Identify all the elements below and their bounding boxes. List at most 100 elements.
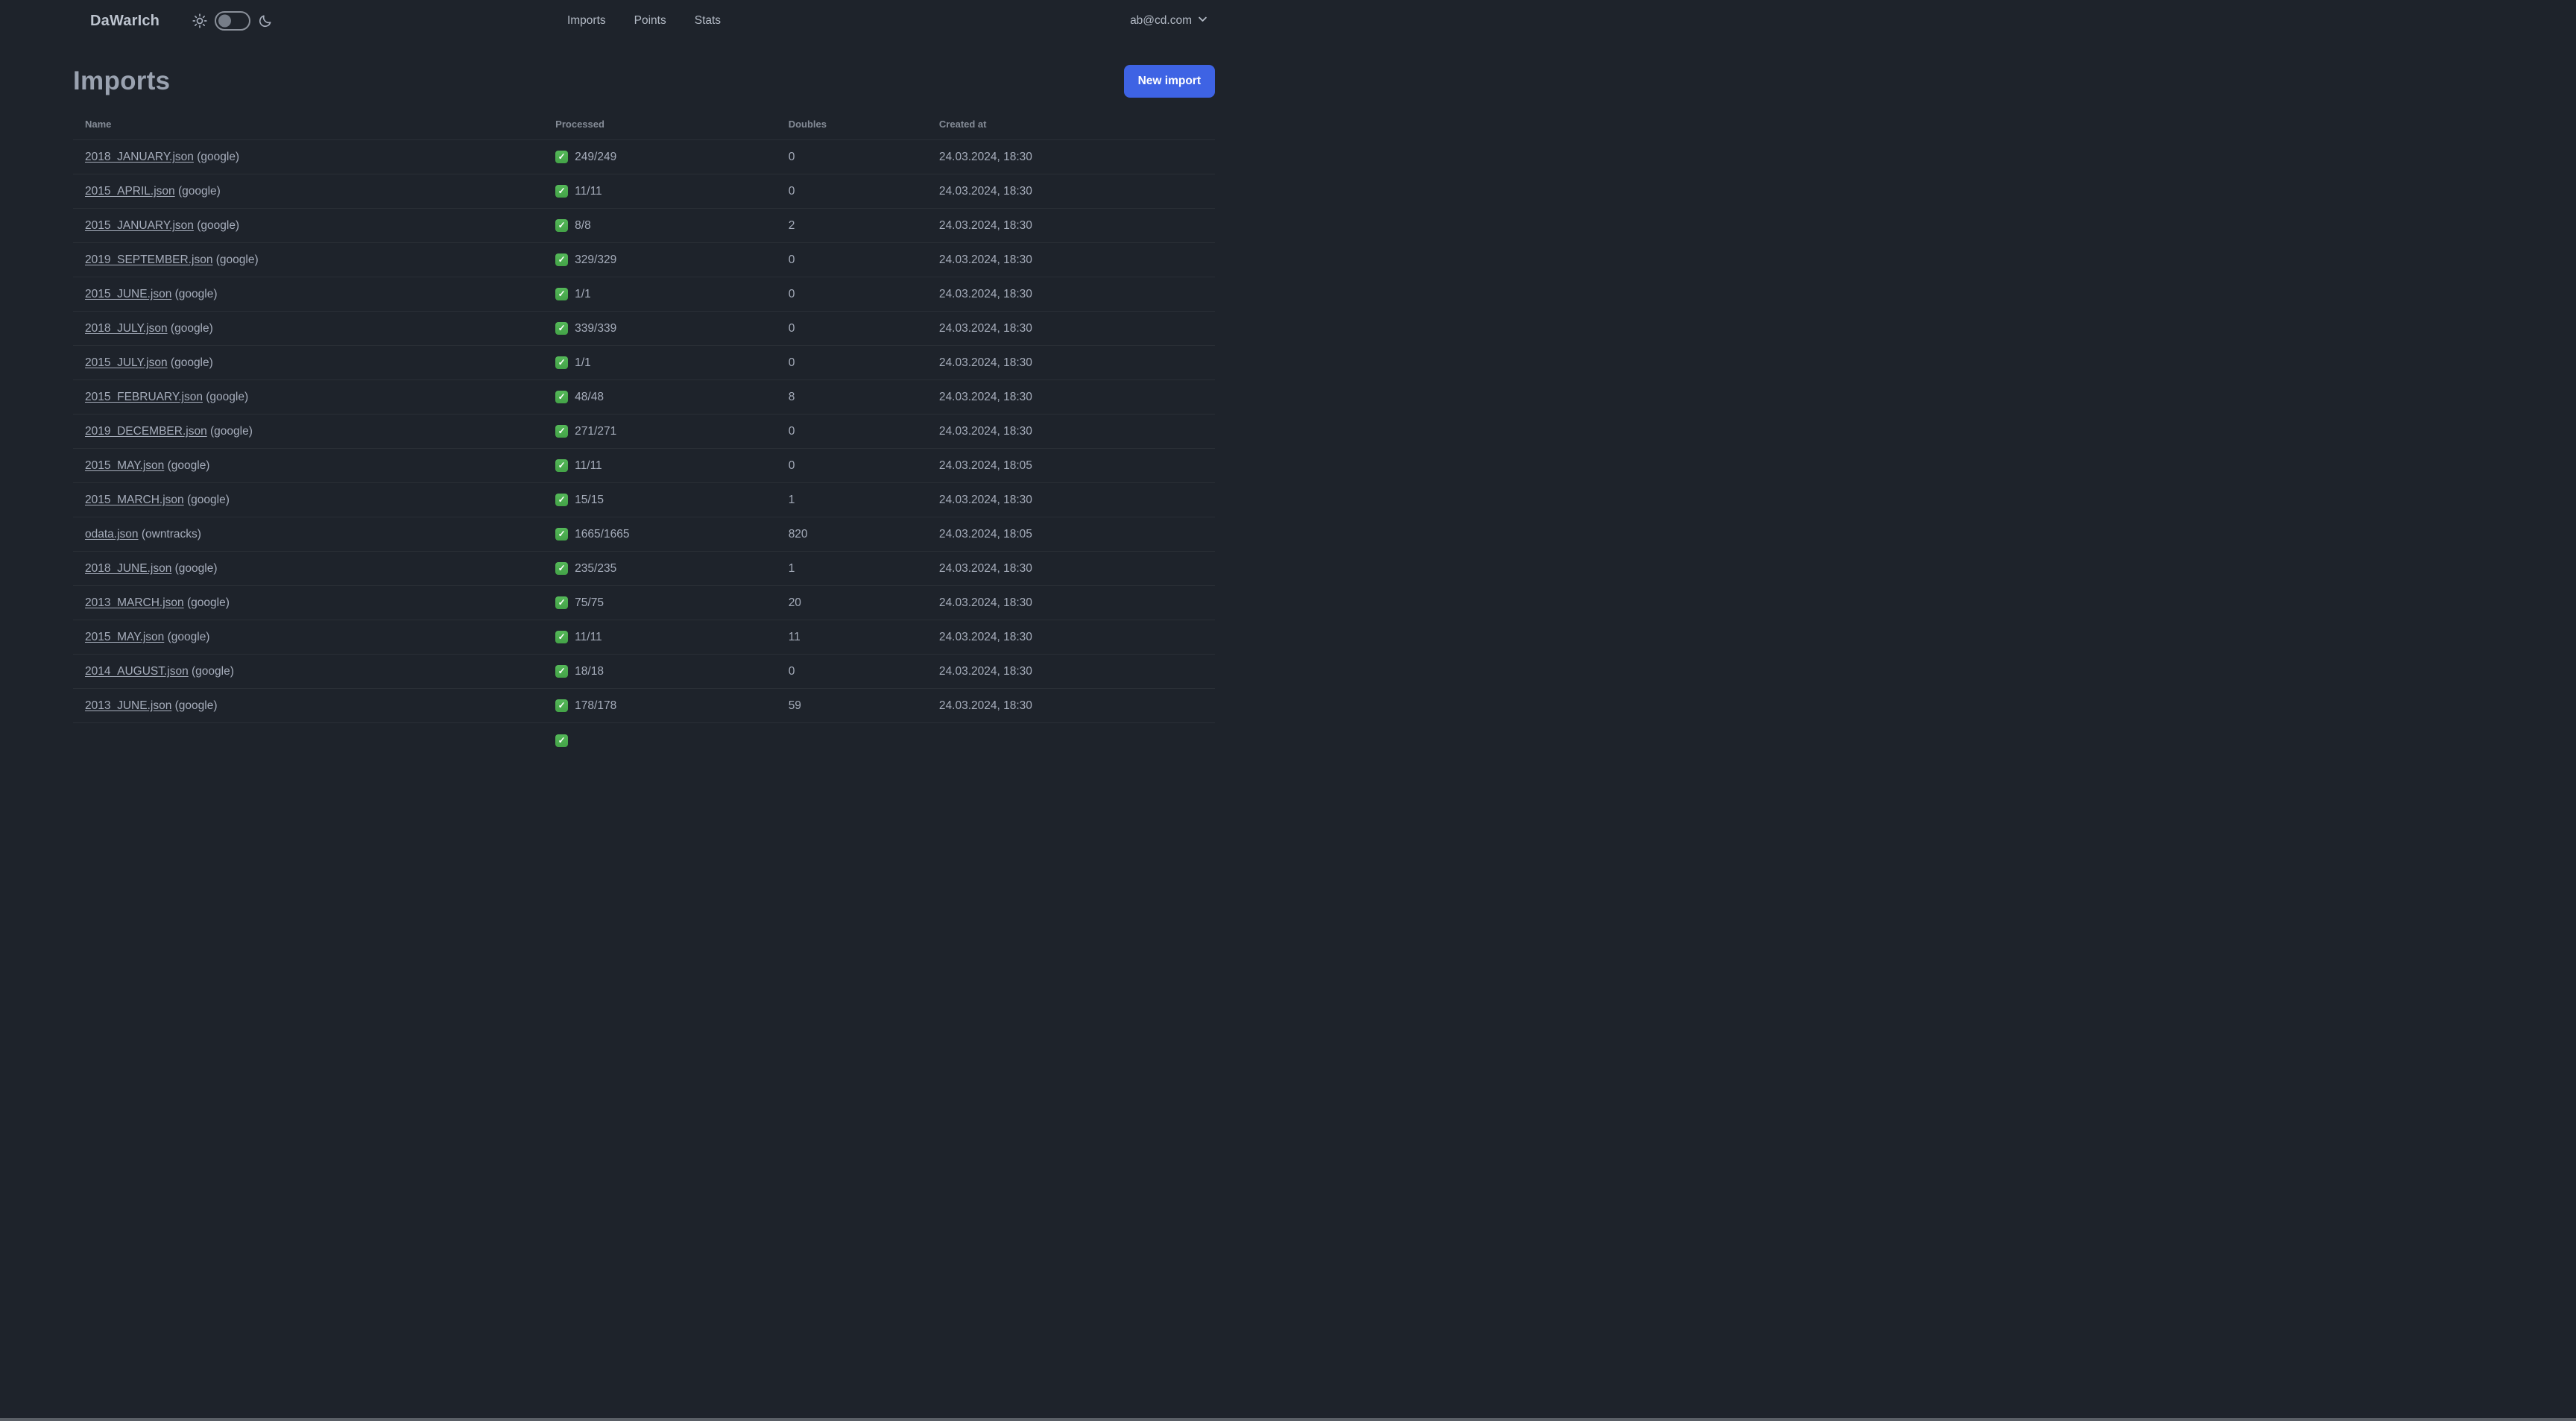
cell-doubles: 11	[788, 631, 801, 643]
import-source: (owntracks)	[138, 528, 201, 541]
nav-item-points[interactable]: Points	[634, 14, 666, 27]
table-row: 2015_MAY.json (google) ✓ 11/11 0 24.03.2024,…	[73, 448, 1215, 483]
processed-count: 48/48	[575, 391, 604, 403]
cell-processed: ✓ 339/339	[543, 312, 777, 346]
cell-doubles: 0	[788, 425, 795, 438]
import-file-link[interactable]: 2019_SEPTEMBER.json	[85, 253, 213, 266]
check-icon: ✓	[555, 631, 569, 643]
cell-name: 2018_JUNE.json (google)	[73, 552, 543, 586]
cell-created-at: 24.03.2024, 18:30	[938, 288, 1032, 300]
table-row: 2018_JUNE.json (google) ✓ 235/235 1 24.03.20…	[73, 551, 1215, 586]
cell-doubles: 0	[788, 356, 795, 369]
check-icon: ✓	[555, 528, 569, 541]
cell-processed: ✓ 329/329	[543, 243, 777, 277]
cell-created-at: 24.03.2024, 18:30	[938, 494, 1032, 506]
cell-name: 2015_JUNE.json (google)	[73, 277, 543, 312]
import-file-link[interactable]: 2013_JUNE.json	[85, 699, 172, 712]
cell-name: 2018_JANUARY.json (google)	[73, 140, 543, 174]
check-icon: ✓	[555, 425, 569, 438]
table-row: 2015_MAY.json (google) ✓ 11/11 11 24.03.2024…	[73, 620, 1215, 655]
cell-name: 2015_JULY.json (google)	[73, 346, 543, 380]
column-header-created-at: Created at	[938, 119, 987, 130]
cell-name: odata.json (owntracks)	[73, 517, 543, 552]
import-file-link[interactable]: 2013_MARCH.json	[85, 596, 184, 609]
cell-doubles: 1	[788, 494, 795, 506]
import-file-link[interactable]: 2018_JULY.json	[85, 322, 168, 335]
cell-name: 2019_DECEMBER.json (google)	[73, 415, 543, 449]
column-header-doubles: Doubles	[788, 119, 827, 130]
import-file-link[interactable]: 2015_MARCH.json	[85, 494, 184, 506]
table-row: 2015_JUNE.json (google) ✓ 1/1 0 24.03.2024, …	[73, 277, 1215, 312]
table-row: 2015_JANUARY.json (google) ✓ 8/8 2 24.03.202…	[73, 208, 1215, 243]
cell-name: 2015_FEBRUARY.json (google)	[73, 380, 543, 415]
cell-doubles: 2	[788, 219, 795, 232]
processed-count: 178/178	[575, 699, 617, 712]
import-file-link[interactable]: 2015_JANUARY.json	[85, 219, 194, 232]
cell-created-at: 24.03.2024, 18:30	[938, 151, 1032, 163]
cell-doubles: 1	[788, 562, 795, 575]
processed-count: 11/11	[575, 185, 602, 198]
cell-created-at: 24.03.2024, 18:05	[938, 459, 1032, 472]
cell-created-at: 24.03.2024, 18:30	[938, 699, 1032, 712]
import-file-link[interactable]: 2014_AUGUST.json	[85, 665, 189, 678]
column-header-name: Name	[85, 119, 112, 130]
cell-processed: ✓ 15/15	[543, 483, 777, 517]
cell-processed: ✓ 178/178	[543, 689, 777, 723]
check-icon: ✓	[555, 253, 569, 266]
cell-doubles: 20	[788, 596, 801, 609]
cell-created-at: 24.03.2024, 18:30	[938, 322, 1032, 335]
nav-item-stats[interactable]: Stats	[694, 14, 722, 27]
import-file-link[interactable]: 2015_MAY.json	[85, 631, 165, 643]
import-source: (google)	[188, 665, 234, 678]
cell-doubles: 0	[788, 665, 795, 678]
cell-name: 2015_APRIL.json (google)	[73, 174, 543, 209]
cell-name: 2013_JUNE.json (google)	[73, 689, 543, 723]
cell-processed: ✓ 18/18	[543, 655, 777, 689]
import-file-link[interactable]: 2019_DECEMBER.json	[85, 425, 207, 438]
import-file-link[interactable]: 2018_JANUARY.json	[85, 151, 194, 163]
cell-processed: ✓ 249/249	[543, 140, 777, 174]
processed-count: 271/271	[575, 425, 617, 438]
nav-item-imports[interactable]: Imports	[566, 14, 606, 27]
import-file-link[interactable]: odata.json	[85, 528, 139, 541]
import-file-link[interactable]: 2015_JUNE.json	[85, 288, 172, 300]
cell	[73, 723, 543, 757]
theme-toggle[interactable]	[215, 11, 251, 31]
check-icon: ✓	[555, 562, 569, 575]
app-logo[interactable]: DaWarIch	[90, 12, 160, 29]
new-import-button[interactable]: New import	[1123, 65, 1215, 98]
processed-count: 329/329	[575, 253, 617, 266]
cell-doubles: 820	[788, 528, 808, 541]
table-row: 2019_SEPTEMBER.json (google) ✓ 329/329 0 24.…	[73, 242, 1215, 277]
cell-doubles: 0	[788, 459, 795, 472]
cell-processed: ✓ 75/75	[543, 586, 777, 620]
import-file-link[interactable]: 2018_JUNE.json	[85, 562, 172, 575]
account-dropdown[interactable]: ab@cd.com	[1130, 13, 1208, 28]
cell-name: 2015_MARCH.json (google)	[73, 483, 543, 517]
cell-doubles: 8	[788, 391, 795, 403]
cell-created-at: 24.03.2024, 18:30	[938, 185, 1032, 198]
processed-count: 11/11	[575, 631, 602, 643]
cell-name: 2015_MAY.json (google)	[73, 449, 543, 483]
cell-created-at: 24.03.2024, 18:30	[938, 391, 1032, 403]
import-file-link[interactable]: 2015_FEBRUARY.json	[85, 391, 203, 403]
top-navbar: DaWarIch Imports Points	[0, 0, 1288, 42]
page-header: Imports New import	[73, 65, 1215, 98]
import-source: (google)	[183, 494, 230, 506]
cell-created-at: 24.03.2024, 18:30	[938, 253, 1032, 266]
imports-page: Imports New import Name Processed Double…	[73, 65, 1215, 757]
window-bottom-edge	[0, 1418, 2576, 1421]
cell	[777, 723, 927, 757]
import-file-link[interactable]: 2015_APRIL.json	[85, 185, 175, 198]
cell-created-at: 24.03.2024, 18:05	[938, 528, 1032, 541]
import-file-link[interactable]: 2015_MAY.json	[85, 459, 165, 472]
import-file-link[interactable]: 2015_JULY.json	[85, 356, 168, 369]
table-row: 2019_DECEMBER.json (google) ✓ 271/271 0 24.0…	[73, 414, 1215, 449]
import-source: (google)	[183, 596, 230, 609]
check-icon: ✓	[555, 596, 569, 609]
check-icon: ✓	[555, 322, 569, 335]
import-source: (google)	[164, 631, 210, 643]
cell-processed: ✓ 8/8	[543, 209, 777, 243]
cell-name: 2018_JULY.json (google)	[73, 312, 543, 346]
cell-created-at: 24.03.2024, 18:30	[938, 425, 1032, 438]
